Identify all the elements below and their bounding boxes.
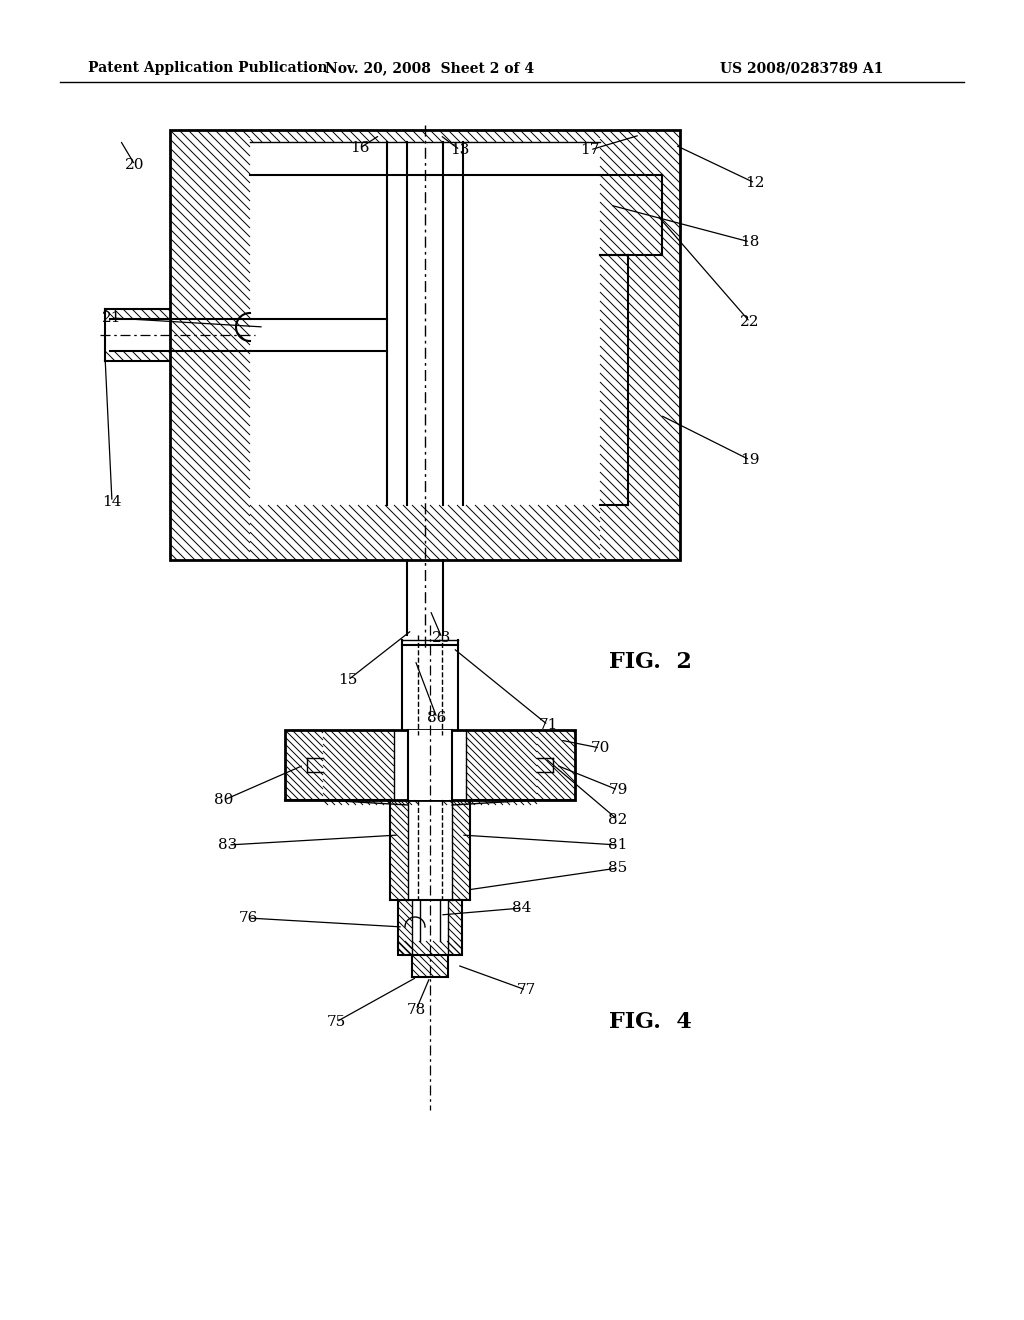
Text: 71: 71 (539, 718, 558, 733)
Text: Nov. 20, 2008  Sheet 2 of 4: Nov. 20, 2008 Sheet 2 of 4 (326, 61, 535, 75)
Text: 78: 78 (407, 1003, 426, 1016)
Text: 23: 23 (432, 631, 452, 645)
Text: 81: 81 (608, 838, 628, 851)
Bar (170, 129, 680, 560)
Bar (537, 758, 553, 772)
Text: 21: 21 (102, 312, 122, 325)
Text: 86: 86 (427, 711, 446, 725)
Text: 70: 70 (590, 741, 609, 755)
Text: 17: 17 (581, 143, 600, 157)
Text: 80: 80 (214, 793, 233, 807)
Text: 85: 85 (608, 861, 628, 875)
Text: 82: 82 (608, 813, 628, 828)
Text: 22: 22 (740, 315, 760, 329)
Text: 16: 16 (350, 141, 370, 154)
Text: 83: 83 (218, 838, 238, 851)
Bar (600, 255, 628, 506)
Bar (285, 730, 575, 800)
Text: 15: 15 (338, 673, 357, 686)
Text: 76: 76 (239, 911, 258, 925)
Bar (408, 730, 452, 800)
Text: 14: 14 (102, 495, 122, 510)
Text: 12: 12 (745, 176, 765, 190)
Text: 75: 75 (327, 1015, 346, 1030)
Text: Patent Application Publication: Patent Application Publication (88, 61, 328, 75)
Text: 79: 79 (608, 783, 628, 797)
Bar (398, 900, 462, 954)
Text: 18: 18 (740, 235, 760, 249)
Text: 19: 19 (740, 453, 760, 467)
Bar (600, 176, 662, 255)
Text: 20: 20 (125, 158, 144, 172)
Text: FIG.  4: FIG. 4 (608, 1011, 691, 1034)
Text: 77: 77 (516, 983, 536, 997)
Bar (307, 758, 323, 772)
Text: US 2008/0283789 A1: US 2008/0283789 A1 (720, 61, 884, 75)
Text: FIG.  2: FIG. 2 (608, 651, 691, 673)
Text: 84: 84 (512, 902, 531, 915)
Text: 13: 13 (451, 143, 470, 157)
